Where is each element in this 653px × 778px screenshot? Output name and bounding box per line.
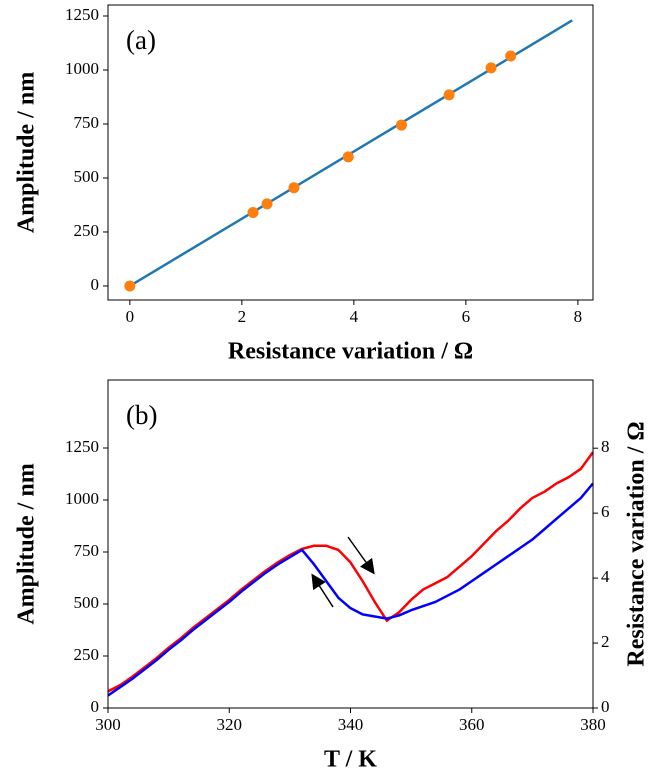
point xyxy=(247,207,259,219)
y2-tick-label: 4 xyxy=(601,567,610,586)
x-tick-label: 6 xyxy=(462,307,471,326)
y-tick-label: 500 xyxy=(74,167,100,186)
annotation: (b) xyxy=(126,400,157,430)
arrow xyxy=(311,573,334,608)
y-tick-label: 250 xyxy=(74,221,100,240)
plot-frame xyxy=(107,379,594,709)
point xyxy=(261,198,273,210)
y-axis-label: Amplitude / nm xyxy=(14,463,40,624)
y-tick-label: 1000 xyxy=(65,489,99,508)
y2-axis-label: Resistance variation / Ω xyxy=(624,421,650,666)
y-tick-label: 500 xyxy=(74,593,100,612)
x-tick-label: 2 xyxy=(238,307,247,326)
x-axis-label: Resistance variation / Ω xyxy=(228,339,473,365)
x-axis-label: T / K xyxy=(324,747,377,773)
y-tick-label: 0 xyxy=(91,275,100,294)
y-tick-label: 750 xyxy=(74,113,100,132)
y-tick-label: 0 xyxy=(91,697,100,716)
series-line xyxy=(107,482,594,697)
y2-tick-label: 2 xyxy=(601,632,610,651)
y2-tick-label: 8 xyxy=(601,437,610,456)
point xyxy=(485,62,497,74)
x-tick-label: 360 xyxy=(459,715,485,734)
x-tick-label: 8 xyxy=(574,307,583,326)
point xyxy=(395,119,407,131)
y-axis-label: Amplitude / nm xyxy=(14,72,40,233)
point xyxy=(288,182,300,194)
y2-tick-label: 0 xyxy=(601,697,610,716)
y-tick-label: 1250 xyxy=(65,5,99,24)
arrow xyxy=(347,536,375,575)
point xyxy=(124,280,136,292)
x-tick-label: 4 xyxy=(350,307,359,326)
x-tick-label: 320 xyxy=(217,715,243,734)
series-line xyxy=(107,451,595,693)
x-tick-label: 0 xyxy=(126,307,135,326)
x-tick-label: 380 xyxy=(580,715,606,734)
point xyxy=(443,89,455,101)
y-tick-label: 1000 xyxy=(65,59,99,78)
point xyxy=(342,151,354,163)
x-tick-label: 340 xyxy=(338,715,364,734)
y-tick-label: 750 xyxy=(74,541,100,560)
y-tick-label: 250 xyxy=(74,645,100,664)
x-tick-label: 300 xyxy=(95,715,121,734)
plot-frame xyxy=(107,4,594,301)
y-tick-label: 1250 xyxy=(65,437,99,456)
annotation: (a) xyxy=(126,25,156,55)
y2-tick-label: 6 xyxy=(601,502,610,521)
point xyxy=(505,50,517,62)
